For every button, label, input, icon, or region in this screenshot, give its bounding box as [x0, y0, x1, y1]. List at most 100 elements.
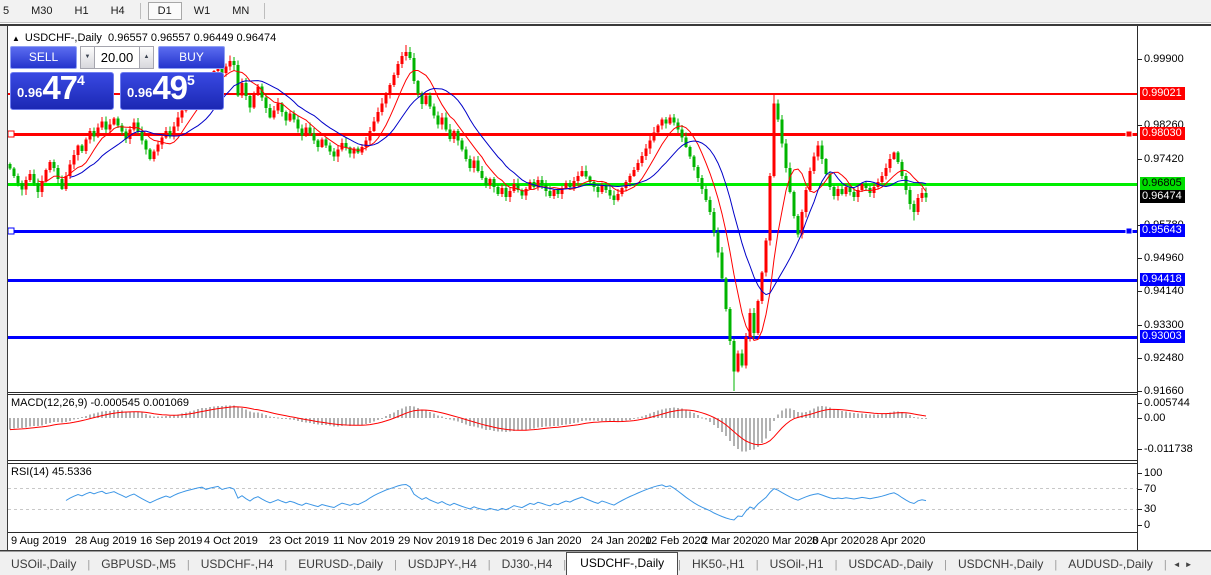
- collapse-arrow-icon[interactable]: ▲: [12, 34, 20, 43]
- timeframe-button-h4[interactable]: H4: [110, 5, 125, 17]
- axis-tick-mark: [1138, 403, 1142, 404]
- macd-scale-label: -0.011738: [1144, 443, 1193, 455]
- line-handle[interactable]: [1125, 227, 1133, 235]
- chart-tab-usdchf-h4[interactable]: USDCHF-,H4: [200, 557, 274, 571]
- tab-nav-arrows: ◄►: [1173, 560, 1197, 575]
- sell-price-sup: 4: [77, 72, 85, 88]
- volume-decrease-button[interactable]: ▼: [80, 46, 95, 69]
- price-tick-label: 0.92480: [1144, 352, 1184, 364]
- chart-tab-usdcnh-daily[interactable]: USDCNH-,Daily: [957, 557, 1044, 571]
- price-axis: 0.999000.982600.974200.957800.949600.941…: [1138, 26, 1211, 550]
- price-tick-label: 0.93300: [1144, 319, 1184, 331]
- date-label: 11 Nov 2019: [333, 535, 395, 547]
- timeframe-toolbar: 5 M30 H1 H4 D1 W1 MN: [0, 0, 1211, 23]
- timeframe-button-d1[interactable]: D1: [147, 2, 182, 20]
- buy-price-base: 0.96: [127, 85, 153, 100]
- timeframe-button-m30[interactable]: M30: [31, 5, 53, 17]
- chart-ohlc-values: 0.96557 0.96557 0.96449 0.96474: [108, 32, 277, 44]
- line-handle[interactable]: [8, 130, 15, 138]
- horizontal-line-0.93003[interactable]: [8, 336, 1137, 339]
- tab-separator: |: [1054, 559, 1058, 571]
- tab-separator: |: [678, 559, 682, 571]
- sell-price-button[interactable]: 0.96474: [10, 69, 114, 110]
- price-badge-0.96805: 0.96805: [1140, 177, 1185, 190]
- axis-tick-mark: [1138, 159, 1142, 160]
- axis-tick-mark: [1138, 473, 1142, 474]
- date-label: 4 Oct 2019: [204, 535, 258, 547]
- date-label: 24 Jan 2020: [591, 535, 652, 547]
- chart-symbol-label: USDCHF-,Daily: [24, 32, 102, 44]
- macd-histogram: [9, 405, 927, 452]
- price-badge-0.95643: 0.95643: [1140, 224, 1185, 237]
- volume-increase-button[interactable]: ▲: [139, 46, 154, 69]
- tab-separator: |: [487, 559, 491, 571]
- buy-button[interactable]: BUY: [158, 46, 225, 69]
- price-badge-0.93003: 0.93003: [1140, 330, 1185, 343]
- toolbar-separator: [264, 3, 266, 19]
- timeframe-button-h1[interactable]: H1: [74, 5, 89, 17]
- chart-tab-usdjpy-h4[interactable]: USDJPY-,H4: [407, 557, 477, 571]
- date-label: 29 Nov 2019: [398, 535, 461, 547]
- timeframe-button-w1[interactable]: W1: [193, 5, 211, 17]
- chart-tab-usoil-h1[interactable]: USOil-,H1: [769, 557, 824, 571]
- rsi-scale-label: 100: [1144, 467, 1163, 479]
- buy-price-button[interactable]: 0.96495: [120, 69, 224, 110]
- chart-title: ▲ USDCHF-,Daily 0.96557 0.96557 0.96449 0…: [12, 32, 276, 44]
- axis-tick-mark: [1138, 358, 1142, 359]
- macd-scale-label: 0.00: [1144, 412, 1166, 424]
- tab-scroll-right-icon[interactable]: ►: [1184, 560, 1197, 569]
- chart-tab-gbpusd-m5[interactable]: GBPUSD-,M5: [101, 557, 176, 571]
- window-left-frame: [0, 26, 8, 551]
- date-label: 16 Sep 2019: [140, 535, 203, 547]
- rsi-scale-label: 70: [1144, 483, 1157, 495]
- horizontal-line-0.95643[interactable]: [8, 230, 1137, 233]
- moving-average-16: [69, 80, 927, 296]
- price-badge-0.99021: 0.99021: [1140, 87, 1185, 100]
- toolbar-separator: [139, 3, 141, 19]
- horizontal-line-0.9803[interactable]: [8, 133, 1137, 136]
- chart-tab-usdcad-daily[interactable]: USDCAD-,Daily: [848, 557, 934, 571]
- date-label: 23 Oct 2019: [269, 535, 329, 547]
- axis-separator: [1137, 26, 1138, 550]
- axis-tick-mark: [1138, 509, 1142, 510]
- time-axis: 9 Aug 2019 28 Aug 2019 16 Sep 2019 4 Oct 20…: [8, 533, 1137, 550]
- axis-tick-mark: [1138, 59, 1142, 60]
- rsi-panel-canvas[interactable]: [8, 464, 1137, 533]
- panel-divider: [8, 532, 1137, 533]
- sell-button[interactable]: SELL: [10, 46, 77, 69]
- line-handle[interactable]: [8, 227, 15, 235]
- chart-window: ▲ USDCHF-,Daily 0.96557 0.96557 0.96449 0…: [0, 24, 1211, 551]
- price-chart-canvas[interactable]: [8, 28, 1137, 392]
- line-handle[interactable]: [1125, 130, 1133, 138]
- date-label: 2 Mar 2020: [702, 535, 758, 547]
- rsi-scale-label: 30: [1144, 503, 1157, 515]
- axis-tick-mark: [1138, 258, 1142, 259]
- tab-separator: |: [563, 559, 567, 571]
- price-tick-label: 0.99900: [1144, 53, 1184, 65]
- chart-tab-eurusd-daily[interactable]: EURUSD-,Daily: [298, 557, 383, 571]
- spinner-up-icon: ▲: [143, 54, 150, 60]
- price-badge-0.98030: 0.98030: [1140, 127, 1185, 140]
- chart-tab-usdchf-daily[interactable]: USDCHF-,Daily: [566, 552, 679, 575]
- chart-tab-dj30-h4[interactable]: DJ30-,H4: [501, 557, 553, 571]
- axis-tick-mark: [1138, 391, 1142, 392]
- horizontal-line-0.99021[interactable]: [8, 93, 1137, 95]
- price-tick-label: 0.94960: [1144, 252, 1184, 264]
- rsi-indicator-label: RSI(14) 45.5336: [11, 466, 92, 478]
- panel-divider: [8, 392, 1137, 393]
- volume-input[interactable]: 20.00: [95, 46, 139, 69]
- chart-tab-usoil-daily[interactable]: USOil-,Daily: [11, 557, 77, 571]
- tab-scroll-left-icon[interactable]: ◄: [1172, 560, 1185, 569]
- axis-tick-mark: [1138, 449, 1142, 450]
- moving-average-8: [37, 69, 927, 341]
- chart-tab-audusd-daily[interactable]: AUDUSD-,Daily: [1068, 557, 1153, 571]
- date-label: 20 Mar 2020: [757, 535, 819, 547]
- timeframe-button-5[interactable]: 5: [3, 5, 10, 17]
- timeframe-button-mn[interactable]: MN: [232, 5, 250, 17]
- horizontal-line-0.94418[interactable]: [8, 279, 1137, 282]
- chart-tab-hk50-h1[interactable]: HK50-,H1: [692, 557, 745, 571]
- date-label: 9 Aug 2019: [11, 535, 67, 547]
- tab-separator: |: [186, 559, 190, 571]
- macd-panel-canvas[interactable]: [8, 395, 1137, 461]
